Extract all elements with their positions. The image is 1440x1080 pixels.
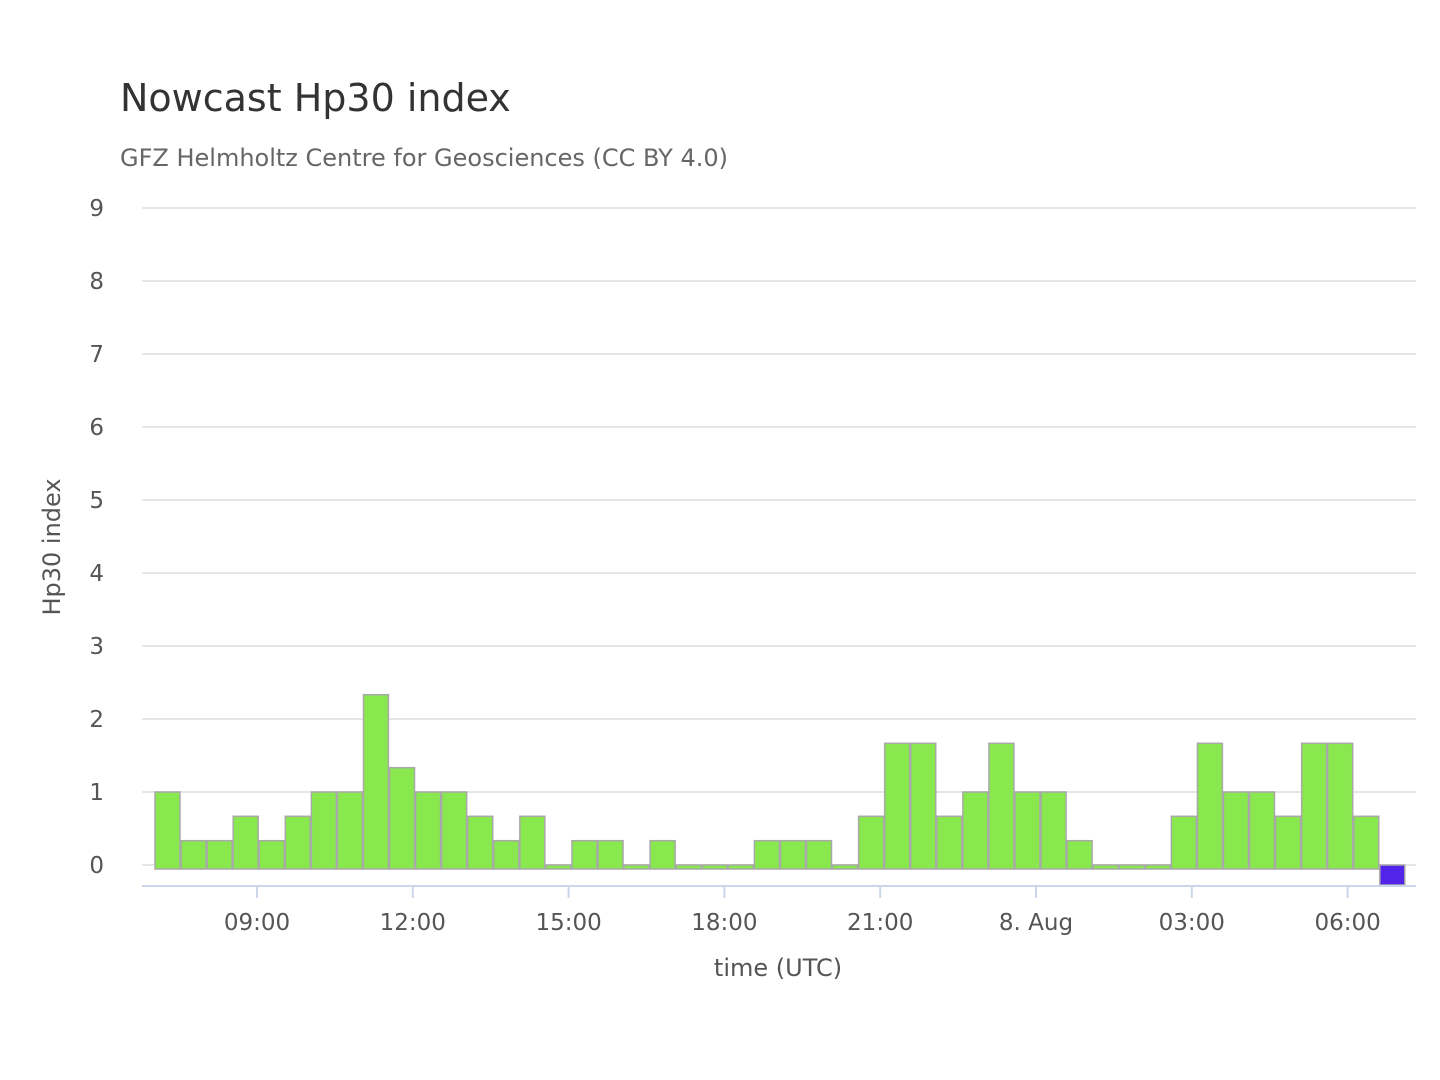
data-bar (545, 864, 572, 870)
x-tick-label: 12:00 (380, 910, 446, 936)
y-tick-label: 3 (89, 634, 104, 660)
nowcast-bar (1379, 864, 1406, 886)
data-bar (1300, 742, 1328, 870)
data-bar (258, 839, 285, 870)
data-bar (1274, 815, 1302, 870)
data-bar (1066, 839, 1093, 870)
x-axis-title: time (UTC) (714, 954, 842, 982)
x-tick-label: 09:00 (224, 910, 290, 936)
y-tick-label: 2 (89, 707, 104, 733)
data-bar (1353, 815, 1380, 870)
y-tick-label: 1 (89, 780, 104, 806)
data-bar (493, 839, 520, 870)
x-tick-label: 21:00 (847, 910, 913, 936)
data-bar (519, 815, 546, 870)
data-bar (597, 839, 624, 870)
bars (154, 693, 1406, 886)
data-bar (1222, 791, 1250, 870)
x-tick-label: 03:00 (1159, 910, 1225, 936)
data-bar (701, 864, 729, 870)
data-bar (1170, 815, 1198, 870)
data-bar (988, 742, 1015, 870)
data-bar (753, 839, 781, 870)
data-bar (675, 864, 702, 870)
data-bar (779, 839, 807, 870)
data-bar (909, 742, 937, 870)
x-tick-label: 8. Aug (999, 910, 1073, 936)
data-bar (571, 839, 598, 870)
y-tick-label: 7 (89, 342, 104, 368)
data-bar (883, 742, 911, 870)
chart-title: Nowcast Hp30 index (120, 76, 511, 120)
data-bar (232, 815, 259, 870)
data-bar (623, 864, 650, 870)
data-bar (310, 791, 338, 870)
data-bar (1118, 864, 1145, 870)
data-bar (805, 839, 833, 870)
y-axis-title: Hp30 index (38, 478, 66, 615)
data-bar (440, 791, 468, 870)
data-bar (1144, 864, 1172, 870)
y-tick-label: 4 (89, 561, 104, 587)
data-bar (362, 693, 390, 870)
data-bar (1326, 742, 1354, 870)
y-tick-label: 9 (89, 196, 104, 222)
data-bar (336, 791, 364, 870)
data-bar (154, 791, 181, 870)
y-tick-label: 0 (89, 853, 104, 879)
data-bar (388, 766, 416, 870)
y-tick-label: 8 (89, 269, 104, 295)
x-tick-label: 06:00 (1314, 910, 1380, 936)
data-bar (206, 839, 233, 870)
data-bar (1196, 742, 1224, 870)
y-tick-label: 5 (89, 488, 104, 514)
data-bar (466, 815, 494, 870)
y-tick-label: 6 (89, 415, 104, 441)
data-bar (936, 815, 963, 870)
chart-subtitle: GFZ Helmholtz Centre for Geosciences (CC… (120, 144, 729, 172)
data-bar (180, 839, 207, 870)
data-bar (414, 791, 442, 870)
data-bar (857, 815, 885, 870)
x-tick-label: 15:00 (535, 910, 601, 936)
data-bar (831, 864, 859, 870)
data-bar (1248, 791, 1276, 870)
data-bar (1092, 864, 1119, 870)
axes: 0 1 2 3 4 5 6 7 8 9 09:00 12:00 15:00 18:00 21:00 8. Au… (89, 196, 1416, 936)
data-bar (1040, 791, 1067, 870)
data-bar (284, 815, 312, 870)
data-bar (962, 791, 989, 870)
data-bar (649, 839, 676, 870)
grid-lines (142, 207, 1416, 866)
x-tick-label: 18:00 (691, 910, 757, 936)
data-bar (727, 864, 755, 870)
data-bar (1014, 791, 1041, 870)
